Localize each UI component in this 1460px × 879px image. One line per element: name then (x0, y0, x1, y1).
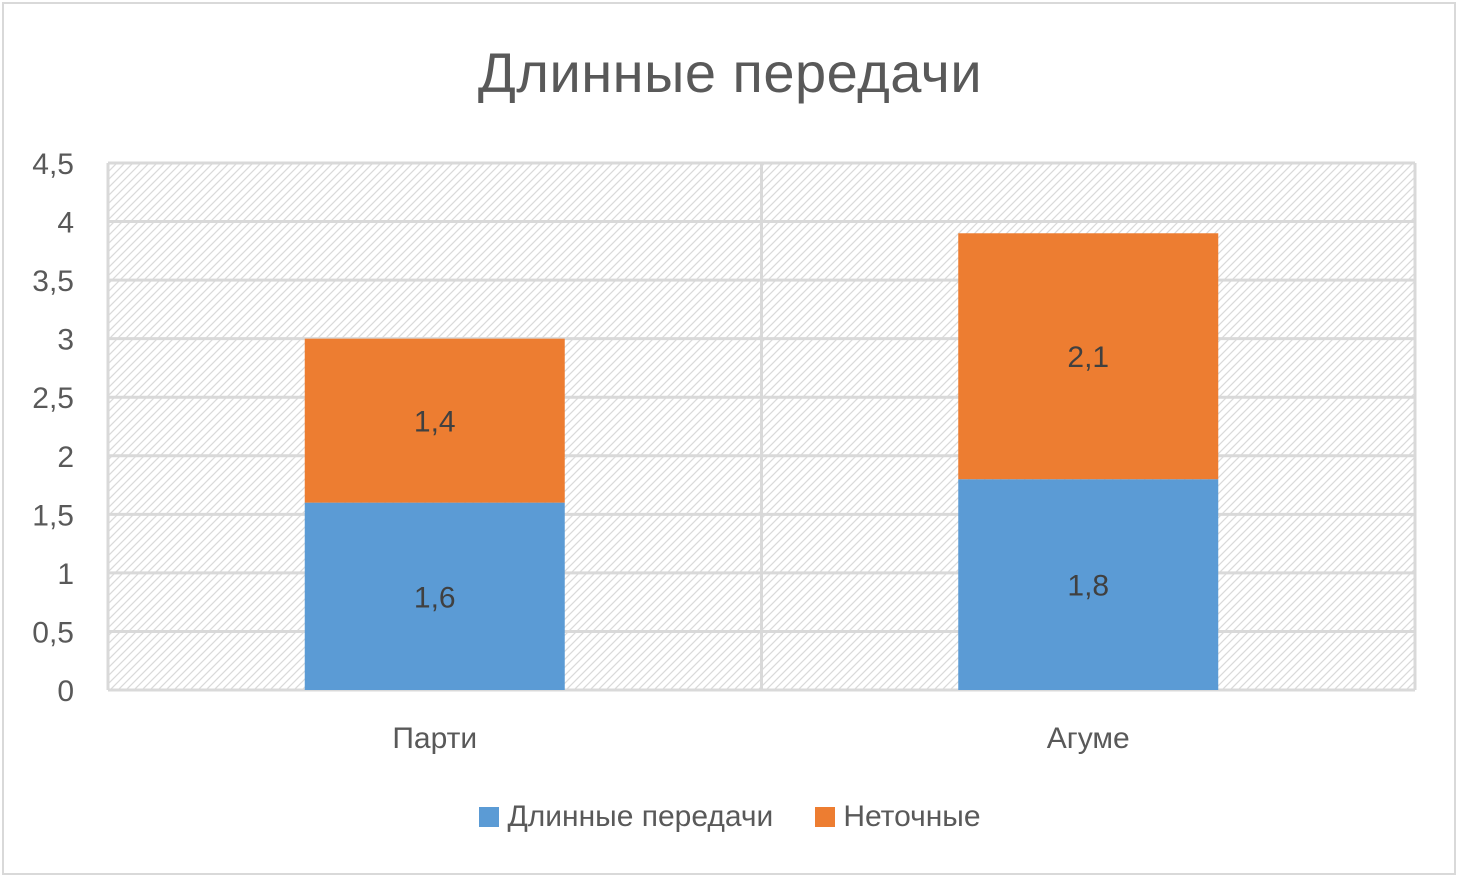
bar-segment (958, 233, 1219, 480)
y-tick-label: 3 (57, 324, 74, 357)
chart-title: Длинные передачи (477, 41, 983, 104)
legend-swatch-long-passes (479, 807, 500, 827)
y-tick-label: 3,5 (32, 265, 74, 298)
y-tick-label: 0 (57, 675, 74, 708)
legend-swatch-inaccurate (815, 807, 836, 827)
y-tick-label: 2,5 (32, 382, 74, 415)
labels-group: 1,6 1,4 Парти 1,8 2,1 Агуме (392, 341, 1129, 755)
legend: Длинные передачи Неточные (0, 800, 1460, 834)
bar-segment (304, 338, 565, 503)
y-tick-label: 1 (57, 558, 74, 591)
data-label: 1,4 (414, 406, 456, 439)
data-label: 1,6 (414, 581, 456, 614)
legend-item-long-passes[interactable]: Длинные передачи (479, 800, 773, 834)
bars-group (304, 233, 1219, 690)
legend-label-long-passes: Длинные передачи (507, 800, 774, 833)
y-tick-label: 4 (57, 207, 74, 240)
data-label: 2,1 (1067, 341, 1109, 374)
y-tick-label: 4,5 (32, 148, 74, 181)
y-tick-label: 0,5 (32, 616, 74, 649)
bar-segment (958, 479, 1219, 690)
y-tick-label: 1,5 (32, 499, 74, 532)
x-tick-label: Агуме (1047, 722, 1130, 755)
x-tick-label: Парти (392, 722, 477, 755)
legend-label-inaccurate: Неточные (843, 800, 981, 833)
y-tick-label: 2 (57, 441, 74, 474)
bar-segment (304, 502, 565, 690)
legend-item-inaccurate[interactable]: Неточные (815, 800, 981, 834)
data-label: 1,8 (1067, 570, 1109, 603)
